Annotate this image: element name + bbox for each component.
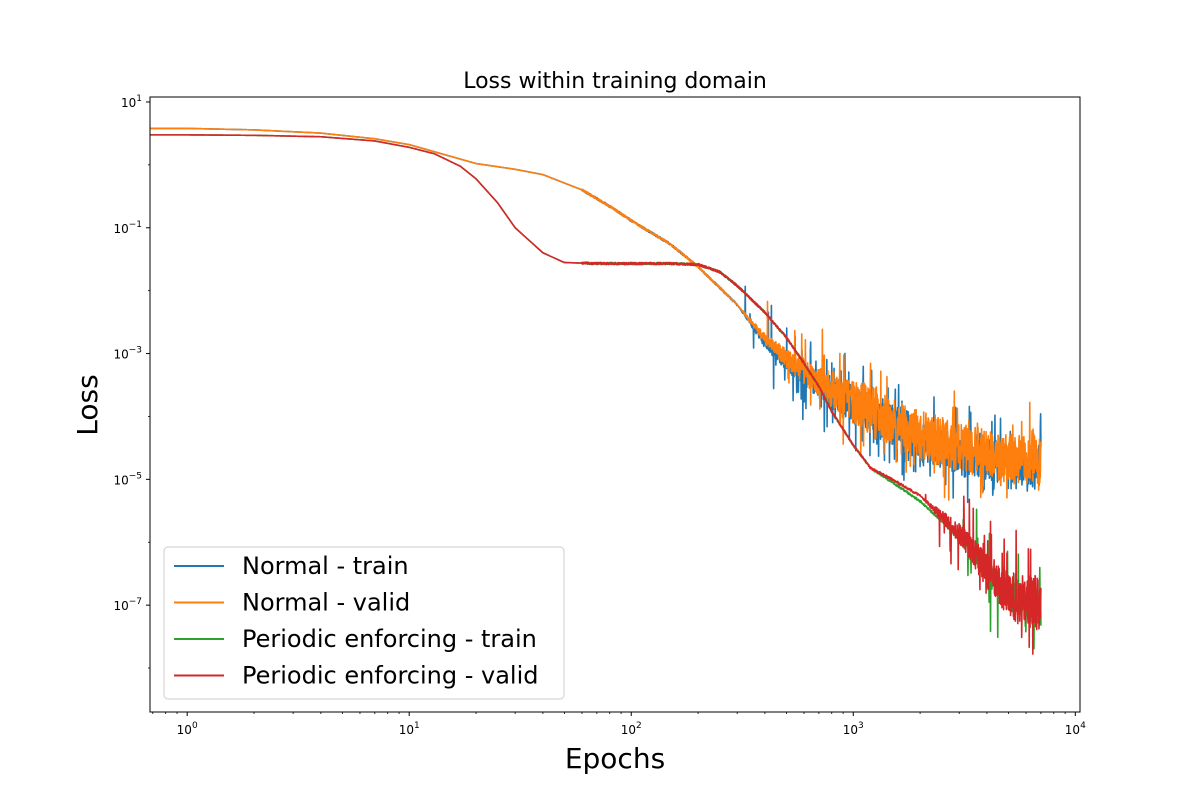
y-tick-label: 101 <box>121 94 142 110</box>
y-axis-label: Loss <box>71 374 104 435</box>
y-tick-label: 10−3 <box>113 346 142 362</box>
legend: Normal - train Normal - valid Periodic enf… <box>163 546 565 700</box>
x-tick-label: 100 <box>177 721 198 737</box>
x-tick-label: 101 <box>399 721 420 737</box>
x-tick-label: 103 <box>843 721 864 737</box>
series-layer <box>150 127 1042 655</box>
series-line-2 <box>150 127 1042 501</box>
y-tick-label: 10−5 <box>113 471 142 487</box>
x-axis-label: Epochs <box>565 742 665 775</box>
legend-label: Periodic enforcing - valid <box>242 662 538 690</box>
x-axis: 100 101 102 103 104 <box>152 712 1086 737</box>
legend-label: Normal - valid <box>242 589 410 617</box>
series-line-4 <box>150 134 1042 655</box>
legend-box <box>163 546 565 700</box>
y-tick-label: 10−1 <box>113 220 142 236</box>
plot-frame <box>149 96 1081 713</box>
legend-label: Periodic enforcing - train <box>242 625 537 653</box>
x-tick-label: 104 <box>1065 721 1086 737</box>
chart-title: Loss within training domain <box>463 69 767 94</box>
legend-label: Normal - train <box>242 552 409 580</box>
x-tick-label: 102 <box>621 721 642 737</box>
y-tick-label: 10−7 <box>113 597 142 613</box>
y-axis: 101 10−1 10−3 10−5 10−7 <box>113 94 150 669</box>
